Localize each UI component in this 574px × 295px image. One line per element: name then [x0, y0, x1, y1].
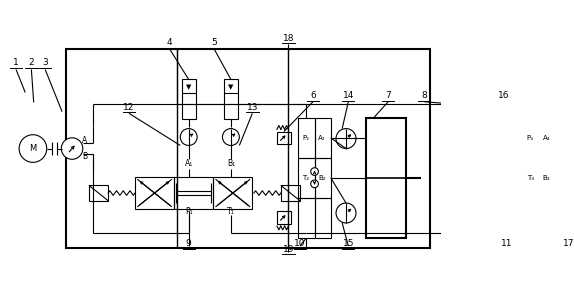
Bar: [66, 49, 430, 248]
Circle shape: [311, 180, 319, 188]
Bar: [298, 158, 315, 198]
Circle shape: [61, 138, 83, 159]
Circle shape: [336, 203, 356, 223]
Bar: [501, 212, 515, 224]
Bar: [281, 185, 300, 201]
Text: 3: 3: [42, 58, 48, 67]
Text: 18: 18: [283, 34, 294, 43]
Text: B: B: [82, 152, 87, 161]
Bar: [135, 177, 174, 209]
Text: T₃: T₃: [527, 175, 534, 181]
Text: 5: 5: [211, 38, 217, 47]
Text: 11: 11: [502, 239, 513, 248]
Bar: [538, 198, 554, 237]
Circle shape: [535, 168, 542, 176]
Circle shape: [559, 203, 574, 223]
Text: 17: 17: [563, 239, 574, 248]
Circle shape: [311, 168, 319, 176]
Bar: [174, 177, 214, 209]
Bar: [298, 198, 315, 237]
Bar: [522, 118, 538, 158]
Circle shape: [336, 129, 356, 149]
Bar: [315, 198, 331, 237]
Text: 9: 9: [186, 239, 192, 248]
Text: A₁: A₁: [185, 159, 193, 168]
Bar: [224, 79, 238, 119]
Text: 15: 15: [343, 239, 354, 248]
Text: 16: 16: [498, 91, 509, 100]
Text: 12: 12: [123, 103, 134, 112]
Text: ▼: ▼: [228, 84, 234, 90]
Text: 10: 10: [294, 239, 306, 248]
Bar: [538, 118, 554, 158]
Text: 8: 8: [421, 91, 427, 100]
Bar: [89, 185, 108, 201]
Text: B₁: B₁: [227, 159, 235, 168]
Bar: [522, 158, 538, 198]
Text: 1: 1: [13, 58, 19, 67]
Text: A₂: A₂: [319, 135, 326, 141]
Text: B₂: B₂: [319, 175, 326, 181]
Text: T₁: T₁: [227, 207, 235, 216]
Circle shape: [223, 129, 239, 145]
Circle shape: [180, 129, 197, 145]
Text: 14: 14: [343, 91, 354, 100]
Bar: [522, 198, 538, 237]
Circle shape: [19, 135, 46, 162]
Text: T₂: T₂: [302, 175, 310, 181]
Text: P₂: P₂: [302, 135, 309, 141]
Text: B₃: B₃: [542, 175, 550, 181]
Text: A: A: [82, 136, 87, 145]
Text: M: M: [29, 144, 37, 153]
Bar: [538, 158, 554, 198]
Text: 13: 13: [247, 103, 258, 112]
Bar: [214, 177, 253, 209]
Circle shape: [559, 129, 574, 149]
Bar: [366, 118, 406, 238]
Text: P₃: P₃: [527, 135, 534, 141]
Text: 6: 6: [310, 91, 316, 100]
Text: 7: 7: [385, 91, 391, 100]
Text: 4: 4: [166, 38, 172, 47]
Text: 2: 2: [29, 58, 34, 67]
Bar: [501, 132, 515, 144]
Text: 19: 19: [283, 245, 294, 254]
Text: A₃: A₃: [542, 135, 550, 141]
Circle shape: [535, 180, 542, 188]
Bar: [182, 79, 196, 119]
Bar: [315, 158, 331, 198]
Bar: [277, 132, 291, 144]
Bar: [298, 118, 315, 158]
Text: P₁: P₁: [185, 207, 192, 216]
Text: ▼: ▼: [186, 84, 191, 90]
Bar: [277, 212, 291, 224]
Bar: [315, 118, 331, 158]
